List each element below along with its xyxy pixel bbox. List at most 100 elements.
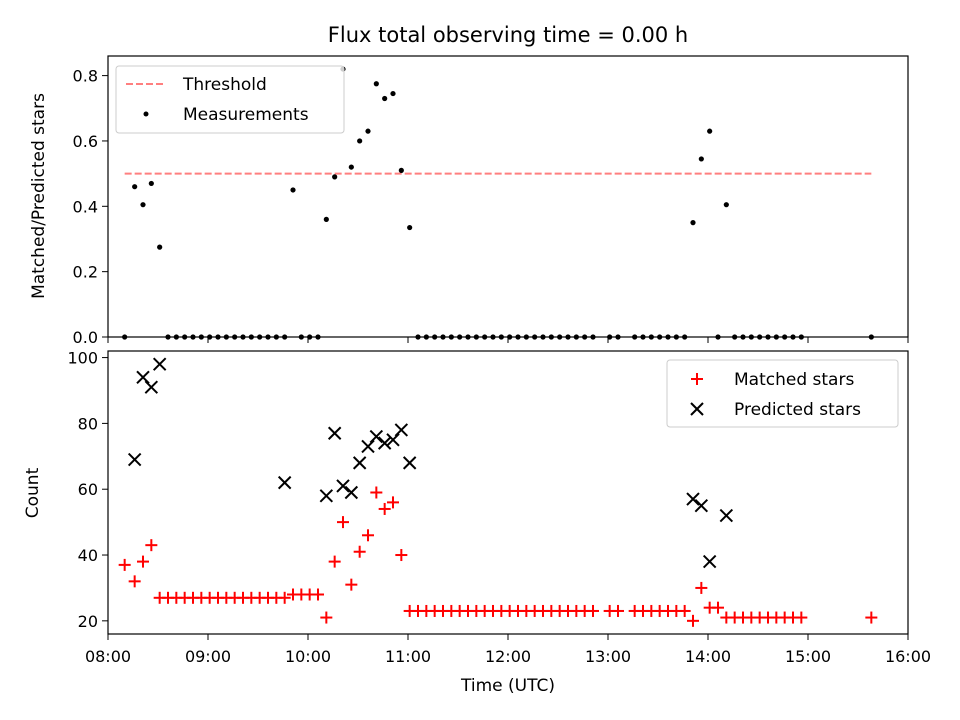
predicted-star-stroke <box>702 554 717 569</box>
predicted-star-stroke <box>144 380 159 394</box>
ratio-panel: Flux total observing time = 0.00 h Match… <box>29 23 909 347</box>
measurement-point <box>365 128 371 134</box>
matched-star-point <box>795 611 808 624</box>
matched-star-point <box>353 545 366 558</box>
matched-star-point <box>137 555 149 568</box>
predicted-star-stroke <box>694 498 709 513</box>
top-ytick-label: 0.0 <box>73 328 98 347</box>
measurement-point <box>148 180 154 187</box>
predicted-star-stroke <box>127 452 142 467</box>
predicted-star-point <box>152 357 167 371</box>
matched-star-point <box>587 604 599 617</box>
legend-predicted-label: Predicted stars <box>734 400 861 420</box>
bottom-ytick-label: 100 <box>67 349 98 368</box>
measurement-point <box>373 81 379 87</box>
matched-star-point <box>118 558 131 571</box>
predicted-star-stroke <box>277 475 292 490</box>
matched-star-point <box>362 529 374 542</box>
bottom-ytick-label: 40 <box>78 546 98 565</box>
top-legend: Threshold Measurements <box>115 65 345 134</box>
bottom-ylabel: Count <box>23 467 43 518</box>
top-x-ticks <box>107 337 909 343</box>
predicted-star-stroke <box>344 485 359 500</box>
predicted-star-stroke <box>336 479 350 493</box>
top-plot-area <box>122 66 874 340</box>
legend-matched-swatch <box>691 373 703 385</box>
legend-matched-label: Matched stars <box>734 370 854 390</box>
chart-title: Flux total observing time = 0.00 h <box>328 23 688 47</box>
matched-star-point <box>128 575 141 588</box>
measurement-point <box>357 138 363 144</box>
predicted-star-stroke <box>361 439 375 454</box>
predicted-star-point <box>369 429 384 444</box>
measurement-point <box>140 202 146 208</box>
predicted-star-stroke <box>394 423 409 437</box>
predicted-star-point <box>336 479 350 493</box>
measurement-point <box>690 220 696 226</box>
matched-star-point <box>328 555 341 568</box>
measurement-point <box>382 95 388 102</box>
bottom-xtick-label: 15:00 <box>785 647 831 666</box>
predicted-star-point <box>136 370 150 385</box>
bottom-xtick-label: 12:00 <box>485 647 531 666</box>
matched-star-point <box>687 614 699 627</box>
predicted-star-point <box>702 554 717 569</box>
top-ylabel: Matched/Predicted stars <box>29 93 49 299</box>
predicted-star-stroke <box>377 436 392 450</box>
top-ytick-label: 0.2 <box>73 263 98 282</box>
matched-star-point <box>678 604 691 617</box>
bottom-xlabel: Time (UTC) <box>460 676 555 696</box>
measurement-point <box>698 156 704 162</box>
matched-star-point <box>278 591 291 604</box>
measurement-point <box>348 164 354 170</box>
predicted-star-point <box>686 492 700 506</box>
legend-measurements-label: Measurements <box>183 105 309 125</box>
predicted-star-stroke <box>352 456 367 470</box>
bottom-plot-area <box>118 357 878 627</box>
predicted-star-point <box>127 452 142 467</box>
predicted-star-point <box>361 439 375 454</box>
measurement-point <box>407 224 413 231</box>
predicted-star-point <box>327 426 342 440</box>
matched-star-point <box>387 496 399 509</box>
matched-star-point <box>370 486 383 499</box>
matched-star-point <box>320 611 333 624</box>
predicted-star-point <box>277 475 292 490</box>
bottom-xtick-label: 08:00 <box>85 647 131 666</box>
legend-predicted-swatch <box>690 402 704 416</box>
measurement-point <box>707 128 713 134</box>
bottom-xtick-label: 13:00 <box>585 647 631 666</box>
measurement-point <box>290 187 296 193</box>
bottom-legend: Matched stars Predicted stars <box>666 359 899 428</box>
measurement-point <box>323 216 329 222</box>
matched-star-point <box>145 539 158 552</box>
predicted-star-stroke <box>402 456 417 470</box>
bottom-y-ticks: 20 40 60 80 100 <box>67 349 108 631</box>
predicted-star-point <box>386 433 400 447</box>
predicted-star-stroke <box>136 370 150 385</box>
matched-star-point <box>312 588 324 601</box>
bottom-xtick-label: 09:00 <box>185 647 231 666</box>
predicted-star-point <box>394 423 409 437</box>
predicted-star-stroke <box>386 433 400 447</box>
bottom-xtick-label: 16:00 <box>885 647 931 666</box>
top-y-ticks: 0.0 0.2 0.4 0.6 0.8 <box>73 67 108 347</box>
matched-star-point <box>865 611 878 624</box>
measurement-point <box>132 184 138 190</box>
predicted-star-point <box>344 485 359 500</box>
top-ytick-label: 0.4 <box>73 197 98 216</box>
predicted-star-point <box>377 436 392 450</box>
predicted-star-point <box>694 498 709 513</box>
measurement-point <box>157 244 163 250</box>
bottom-ytick-label: 20 <box>78 612 98 631</box>
predicted-star-point <box>352 456 367 470</box>
bottom-xtick-label: 14:00 <box>685 647 731 666</box>
count-panel: Count Time (UTC) 20 40 60 80 100 08:00 09:00 1… <box>23 349 931 696</box>
predicted-star-point <box>319 489 334 503</box>
legend-measurements-swatch <box>143 111 149 117</box>
matched-star-point <box>395 549 408 562</box>
matched-star-point <box>345 578 358 591</box>
predicted-star-stroke <box>686 492 700 506</box>
measurement-point <box>723 202 729 208</box>
